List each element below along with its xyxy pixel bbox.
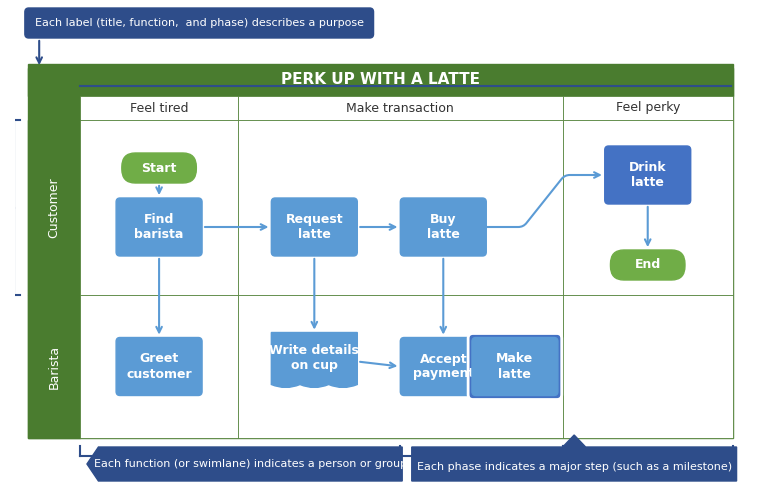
- Bar: [563, 120, 733, 295]
- Bar: [238, 120, 563, 295]
- Text: Each function (or swimlane) indicates a person or group: Each function (or swimlane) indicates a …: [94, 459, 407, 469]
- Text: Feel perky: Feel perky: [616, 102, 680, 114]
- Text: Request
latte: Request latte: [286, 213, 343, 241]
- FancyBboxPatch shape: [468, 333, 562, 399]
- FancyBboxPatch shape: [610, 250, 685, 280]
- Bar: [80, 120, 238, 295]
- Bar: [80, 295, 238, 438]
- FancyBboxPatch shape: [116, 338, 202, 395]
- Bar: [563, 96, 733, 120]
- PathPatch shape: [271, 332, 358, 387]
- FancyBboxPatch shape: [472, 338, 558, 395]
- Text: Make transaction: Make transaction: [346, 102, 454, 114]
- Text: End: End: [635, 258, 661, 272]
- FancyBboxPatch shape: [25, 8, 374, 38]
- Text: PERK UP WITH A LATTE: PERK UP WITH A LATTE: [280, 72, 480, 87]
- Text: Barista: Barista: [47, 345, 60, 388]
- Text: Each label (title, function,  and phase) describes a purpose: Each label (title, function, and phase) …: [34, 18, 364, 28]
- Text: Customer: Customer: [47, 177, 60, 238]
- Bar: [28, 120, 80, 295]
- Text: Drink
latte: Drink latte: [629, 161, 666, 189]
- Text: Buy
latte: Buy latte: [427, 213, 460, 241]
- FancyBboxPatch shape: [400, 198, 486, 256]
- Text: Each phase indicates a major step (such as a milestone): Each phase indicates a major step (such …: [416, 462, 732, 472]
- Bar: [28, 68, 733, 438]
- Text: Make
latte: Make latte: [497, 352, 533, 381]
- FancyBboxPatch shape: [605, 146, 691, 204]
- Bar: [238, 96, 563, 120]
- Text: Start: Start: [141, 162, 176, 175]
- FancyBboxPatch shape: [121, 153, 196, 183]
- Bar: [563, 295, 733, 438]
- Bar: [28, 64, 733, 96]
- Bar: [28, 295, 80, 438]
- Text: Write details
on cup: Write details on cup: [270, 344, 359, 372]
- Text: Feel tired: Feel tired: [130, 102, 189, 114]
- Text: Find
barista: Find barista: [134, 213, 184, 241]
- Bar: [238, 295, 563, 438]
- Text: Greet
customer: Greet customer: [126, 352, 192, 381]
- Text: Accept
payment: Accept payment: [413, 352, 474, 381]
- FancyBboxPatch shape: [400, 338, 486, 395]
- Polygon shape: [87, 447, 402, 481]
- FancyBboxPatch shape: [271, 198, 358, 256]
- Bar: [80, 96, 238, 120]
- Polygon shape: [412, 435, 736, 481]
- FancyBboxPatch shape: [116, 198, 202, 256]
